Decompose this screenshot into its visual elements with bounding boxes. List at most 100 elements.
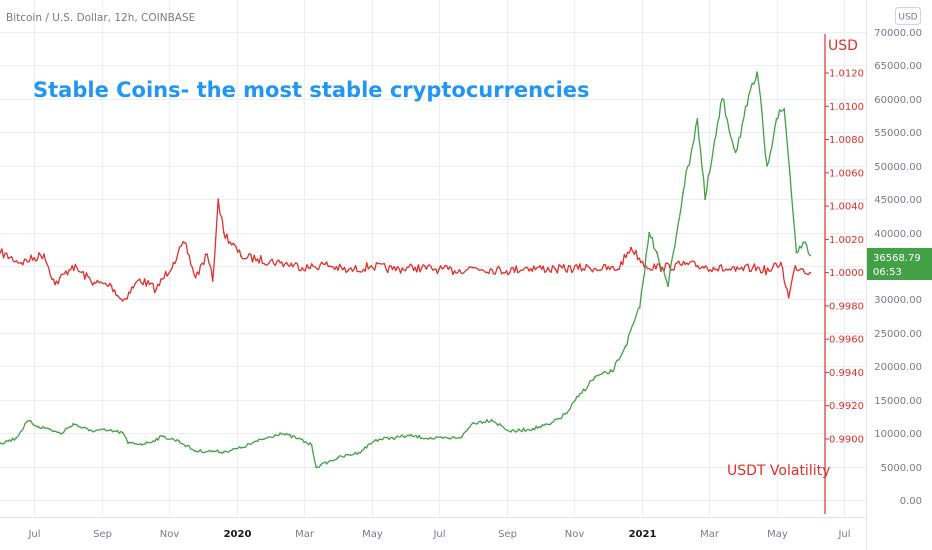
time-tick-label: 2021 [629,529,657,540]
btc-data-point [788,171,791,174]
price-tick-label: 40000.00 [874,229,922,240]
usdt-tick-label: 1.0000 [829,268,864,279]
btc-data-point [461,435,464,438]
btc-data-point [746,104,749,107]
btc-data-point [577,395,580,398]
btc-line [0,71,811,468]
time-tick-label: Nov [565,529,585,540]
time-tick-label: Mar [700,529,720,540]
usdt-data-point [346,270,349,272]
time-tick-label: Nov [160,529,180,540]
usdt-tick-label: 0.9980 [829,301,864,312]
usdt-data-point [734,270,737,272]
usdt-tick-label: 0.9940 [829,368,864,379]
usdt-data-point [453,270,456,272]
usdt-data-point [71,265,74,267]
btc-data-point [14,437,17,440]
usdt-data-point [712,266,715,269]
usdt-data-point [324,263,326,266]
usdt-tick-label: 1.0100 [829,102,864,113]
btc-data-point [795,251,798,254]
time-tick-label: Sep [498,529,517,540]
btc-data-point [315,466,318,469]
btc-data-point [532,427,534,430]
currency-button[interactable]: USD [895,7,921,25]
usdt-data-point [222,231,225,234]
btc-data-point [490,418,493,421]
btc-data-point [194,450,197,453]
usdt-data-point [630,246,632,249]
usdt-tick-label: 1.0040 [829,202,864,213]
btc-data-point [240,447,242,449]
usdt-data-point [787,296,790,299]
usdt-data-point [211,280,214,282]
usdt-data-point [93,281,96,284]
usdt-tick-label: 1.0060 [829,168,864,179]
btc-data-point [756,71,758,73]
btc-data-point [391,436,394,439]
btc-data-point [594,376,596,378]
price-tick-label: 30000.00 [874,295,922,306]
time-tick-label: Mar [295,529,315,540]
usdt-data-point [684,263,687,266]
usdt-data-point [391,268,394,271]
btc-data-point [704,198,706,201]
btc-data-point [162,435,164,438]
btc-data-point [48,428,51,430]
btc-data-point [59,432,62,435]
usdt-data-point [121,300,124,302]
btc-data-point [144,442,147,445]
usdt-tick-label: 1.0120 [829,69,864,80]
usdt-data-point [414,266,417,269]
btc-data-point [222,451,225,453]
main-title: Stable Coins- the most stable cryptocurr… [33,78,590,102]
price-tick-label: 70000.00 [874,28,922,39]
time-tick-label: May [362,529,383,540]
btc-data-point [775,118,778,120]
btc-data-point [624,345,627,348]
price-tick-label: 65000.00 [874,61,922,72]
price-tick-label: 55000.00 [874,128,922,139]
usdt-data-point [206,253,209,256]
btc-data-point [611,370,614,373]
time-tick-label: Jul [432,529,445,540]
btc-data-point [783,108,786,110]
usdt-data-point [0,251,2,254]
btc-data-point [648,231,651,234]
time-tick-label: May [767,529,788,540]
btc-data-point [211,450,214,453]
btc-data-point [430,437,433,440]
series-layer [0,71,812,469]
usdt-data-point [138,278,141,281]
usdt-data-point [505,270,508,272]
price-tag: 36568.79 06:53 [867,248,932,280]
currency-button-label[interactable]: USD [898,13,917,23]
usdt-data-point [183,241,186,244]
btc-data-point [696,118,699,120]
time-tick-label: Jul [837,529,850,540]
btc-data-point [72,422,75,425]
price-tag-countdown: 06:53 [873,267,902,278]
currency-button-frame[interactable] [895,7,921,25]
time-tick-label: Jul [27,529,40,540]
btc-data-point [87,429,90,432]
usdt-tick-label: 1.0080 [829,135,864,146]
btc-data-point [0,442,2,445]
btc-data-point [357,451,360,454]
usdt-tick-label: 0.9920 [829,401,864,412]
btc-data-point [809,254,812,257]
btc-data-point [279,432,282,434]
btc-data-point [37,425,40,428]
btc-data-point [105,429,107,432]
btc-data-point [310,444,313,447]
price-tick-label: 60000.00 [874,95,922,106]
btc-data-point [638,306,641,309]
btc-data-point [549,423,552,426]
btc-data-point [471,422,474,424]
price-tag-price: 36568.79 [873,253,921,264]
price-tick-label: 20000.00 [874,362,922,373]
btc-data-point [297,437,299,440]
time-tick-label: Sep [93,529,112,540]
